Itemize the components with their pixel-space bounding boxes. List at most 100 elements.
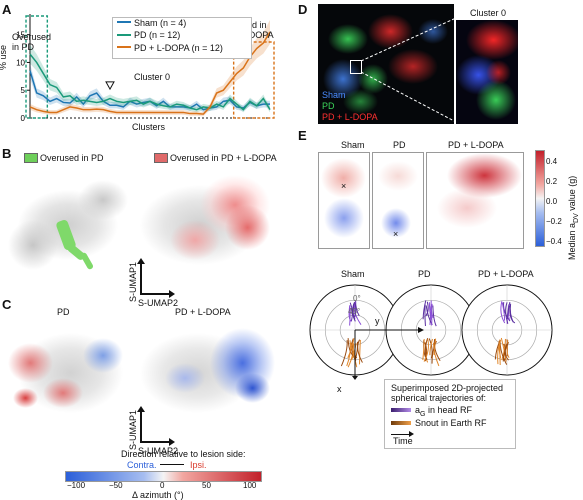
trajectory-snout <box>502 342 509 362</box>
axis-arrowhead-y <box>418 327 424 333</box>
polar-axis-y: y <box>375 316 380 326</box>
legend-time-label: Time <box>393 436 413 446</box>
colorbar-tick-50: 50 <box>202 481 211 490</box>
trajectory-snout <box>347 338 355 359</box>
trajectory-snout <box>340 340 348 367</box>
legend-swatch-snout <box>391 421 411 425</box>
axis-label-s-umap2-b: S-UMAP2 <box>138 298 179 308</box>
legend-swatch-ldopa <box>117 46 131 48</box>
zoom-connector-lines <box>360 17 457 123</box>
trajectory-ag <box>422 300 427 320</box>
trajectory-snout <box>433 338 441 362</box>
legend-overused-pd: Overused in PD <box>40 153 104 163</box>
legend-ag-sub: G <box>420 410 426 418</box>
zoom-box <box>350 60 362 74</box>
title-e-pd-top: PD <box>393 140 406 150</box>
umap-azimuth-ldopa <box>140 318 280 433</box>
trajectory-snout <box>429 338 433 356</box>
trajectory-ag <box>429 305 433 326</box>
adv-cbar-tick-5: −0.4 <box>546 237 562 246</box>
adv-cbar-label-main: Median a <box>567 222 577 260</box>
series-band-0 <box>30 63 270 113</box>
trajectory-snout <box>359 339 361 365</box>
polar-axis-x: x <box>337 384 342 394</box>
legend-swatch-ag <box>391 408 411 412</box>
adv-map-pd: × <box>372 152 424 249</box>
trajectory-snout <box>351 343 357 360</box>
title-e-ldopa-top: PD + L-DOPA <box>448 140 504 150</box>
legend-swatch-sham <box>117 21 131 23</box>
legend-swatch-overused-pd <box>24 153 38 163</box>
legend-label-ldopa: PD + L-DOPA (n = 12) <box>134 43 223 53</box>
colorbar-ipsi-label: Ipsi. <box>190 460 207 470</box>
axis-label-s-umap2-c: S-UMAP2 <box>138 446 179 456</box>
trajectory-ag <box>348 305 352 322</box>
trajectory-ag <box>432 305 437 327</box>
title-c-pd: PD <box>57 307 70 317</box>
trajectory-snout <box>431 340 437 364</box>
trajectory-snout <box>357 339 363 363</box>
legend-ag-rest: in head RF <box>425 405 472 415</box>
legend-label-ag: aG in head RF <box>415 405 472 420</box>
umap-azimuth-pd <box>8 318 133 433</box>
polar-trajectories <box>309 284 553 380</box>
legend-ag-main: a <box>415 405 421 415</box>
adv-cbar-tick-2: 0.2 <box>546 177 558 186</box>
trajectory-ag <box>500 301 506 324</box>
annotation-overused-pd: Overused in PD <box>12 32 52 52</box>
colorbar-title: Direction relative to lesion side: <box>121 449 246 459</box>
microscopy-overview-image: Sham PD PD + L-DOPA <box>318 4 454 124</box>
trajectory-ag <box>349 302 353 322</box>
y-axis-label: % use <box>0 44 8 70</box>
colorbar-tick-0: 0 <box>160 481 165 490</box>
legend-overused-ldopa: Overused in PD + L-DOPA <box>170 153 277 163</box>
title-e-ldopa-polar: PD + L-DOPA <box>478 269 534 279</box>
panel-label-c: C <box>2 297 12 312</box>
umap-overused-pd <box>8 170 133 285</box>
y-tick-label: 10 <box>16 58 25 67</box>
umap-axis-arrows-b <box>140 262 142 294</box>
trajectory-ag <box>509 305 516 324</box>
y-tick-label: 5 <box>21 86 26 95</box>
x-axis-label: Clusters <box>132 122 166 132</box>
title-c-ldopa: PD + L-DOPA <box>175 307 231 317</box>
trajectory-snout <box>350 342 358 368</box>
adv-cbar-tick-1: 0.4 <box>546 157 558 166</box>
colorbar-tick-100: 100 <box>243 481 257 490</box>
y-tick-label: 15 <box>16 31 25 40</box>
azimuth-colorbar <box>65 471 262 482</box>
adv-colorbar <box>535 150 545 247</box>
trajectory-snout <box>428 338 433 359</box>
trajectory-ag <box>425 301 429 317</box>
trajectory-ag <box>352 301 356 320</box>
series-line-2 <box>29 31 271 115</box>
legend-title: Superimposed 2D-projected spherical traj… <box>391 383 504 403</box>
panel-label-a: A <box>2 2 12 17</box>
title-e-pd-polar: PD <box>418 269 431 279</box>
trajectory-snout <box>501 338 506 361</box>
panel-label-d: D <box>298 2 308 17</box>
adv-map-ldopa <box>426 152 524 249</box>
microscopy-inset-image <box>456 20 518 124</box>
cluster-0-marker <box>105 81 115 91</box>
trajectory-ag <box>505 302 509 324</box>
axis-label-s-umap1-c: S-UMAP1 <box>128 409 138 450</box>
inset-title-cluster-0: Cluster 0 <box>470 8 507 18</box>
trajectory-ag <box>509 303 514 323</box>
title-e-sham-polar: Sham <box>341 269 365 279</box>
adv-cbar-label-end: value (g) <box>567 175 577 214</box>
colorbar-tick-m100: −100 <box>67 481 86 490</box>
title-e-sham-top: Sham <box>341 140 365 150</box>
trajectory-ag <box>503 302 511 322</box>
label-sham: Sham <box>322 90 346 100</box>
trajectory-snout <box>422 338 425 361</box>
legend-swatch-pd <box>117 34 131 36</box>
ring-label-0: 0° <box>353 294 361 303</box>
colorbar-label: Δ azimuth (°) <box>132 490 184 500</box>
trajectory-snout <box>433 342 440 367</box>
label-pd: PD <box>322 101 335 111</box>
trajectory-snout <box>497 339 502 365</box>
polar-plot-1 <box>385 284 477 376</box>
adv-cbar-tick-3: 0.0 <box>546 197 558 206</box>
direction-arrow <box>160 464 184 465</box>
